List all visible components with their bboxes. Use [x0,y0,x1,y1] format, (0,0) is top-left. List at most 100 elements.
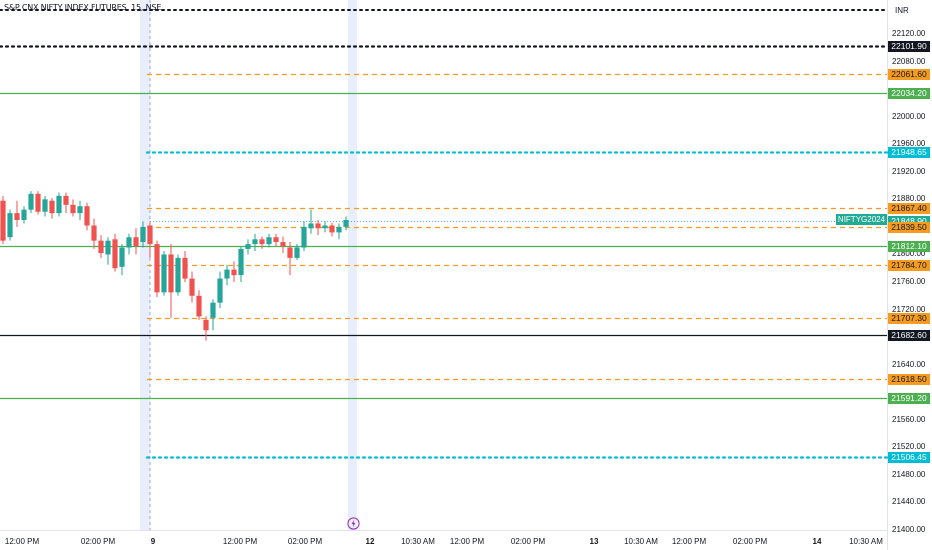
price-level-label: 21812.10 [888,241,930,252]
candle-body [294,247,300,258]
candle-body [301,226,307,248]
candle-body [14,213,20,220]
time-tick-label: 12:00 PM [4,537,40,546]
candle-body [42,199,48,212]
candle [336,223,342,240]
candle [140,221,146,248]
candle [189,271,195,303]
currency-button[interactable]: INR [895,6,909,15]
time-tick-label: 02:00 PM [732,537,768,546]
price-tick-label: 21560.00 [892,415,926,424]
candle-body [91,225,97,241]
candle-body [308,223,314,229]
candle-body [28,193,34,210]
time-tick-label: 9 [150,537,156,546]
candle-body [70,204,76,214]
candle [252,233,258,251]
candle-body [56,195,62,214]
candle [273,233,279,247]
price-level-label: 21707.30 [888,313,930,324]
candle-body [175,257,181,293]
candle [28,191,34,214]
candle [294,244,300,260]
price-tick-label: 21920.00 [892,167,926,176]
candle [168,244,174,318]
price-tick-label: 21960.00 [892,139,926,148]
flash-icon[interactable] [347,517,360,530]
candle-body [105,240,111,255]
candle [182,251,188,282]
price-level-label: 21867.40 [888,203,930,214]
candle [112,233,118,272]
candle [0,195,6,245]
candle [210,299,216,331]
candle-body [196,295,202,317]
candle-body [126,237,132,248]
candle [63,192,69,214]
candle [49,197,55,219]
time-tick-label: 10:30 AM [401,537,435,546]
price-level-label: 22034.20 [888,88,930,99]
candle-body [133,237,139,247]
candle [98,235,104,258]
price-tick-label: 22120.00 [892,29,926,38]
candle-body [63,195,69,205]
candle [105,237,111,265]
session-band [140,0,150,530]
candle [343,216,349,231]
candle-body [49,200,55,214]
candle-body [7,213,13,238]
candle [301,221,307,251]
candle [175,254,181,296]
price-level-label: 21848.90 [888,216,930,227]
candle-body [168,254,174,293]
candle-body [119,247,125,267]
time-tick-label: 10:30 AM [624,537,658,546]
candle-body [0,200,6,241]
candle-body [35,193,41,212]
candle [7,209,13,241]
candle [308,209,314,234]
candle-body [182,257,188,279]
candle-body [259,239,265,245]
candle [203,316,209,341]
price-tick-label: 21440.00 [892,497,926,506]
price-level-label: 21839.50 [888,222,930,233]
candle [147,221,153,258]
time-tick-label: 12 [365,537,375,546]
price-level-label: 21591.20 [888,393,930,404]
candle-body [231,269,237,276]
price-tick-label: 21640.00 [892,360,926,369]
price-level-label: 22101.90 [888,41,930,52]
candle [42,195,48,217]
time-tick-label: 14 [812,537,822,546]
candle [70,199,76,217]
candle [56,192,62,217]
symbol-tag: NIFTYG2024 [836,214,887,225]
candle [77,200,83,220]
time-tick-label: 10:30 AM [849,537,883,546]
price-tick-label: 21480.00 [892,470,926,479]
session-band [348,0,357,530]
price-tick-label: 22080.00 [892,57,926,66]
candle-body [336,226,342,233]
candle-body [210,302,216,318]
price-level-label: 21948.65 [888,147,930,158]
price-level-label: 21618.50 [888,374,930,385]
time-tick-label: 12:00 PM [671,537,707,546]
price-tick-label: 21520.00 [892,442,926,451]
candle [14,200,20,227]
candle [126,233,132,255]
price-tick-label: 21720.00 [892,305,926,314]
time-tick-label: 02:00 PM [287,537,323,546]
candle-body [154,244,160,293]
price-tick-label: 22000.00 [892,112,926,121]
candle-body [21,209,27,220]
candle [119,244,125,276]
candle [133,228,139,255]
time-tick-label: 02:00 PM [80,537,116,546]
candle [35,191,41,215]
price-level-label: 22061.60 [888,69,930,80]
candle-body [329,225,335,233]
